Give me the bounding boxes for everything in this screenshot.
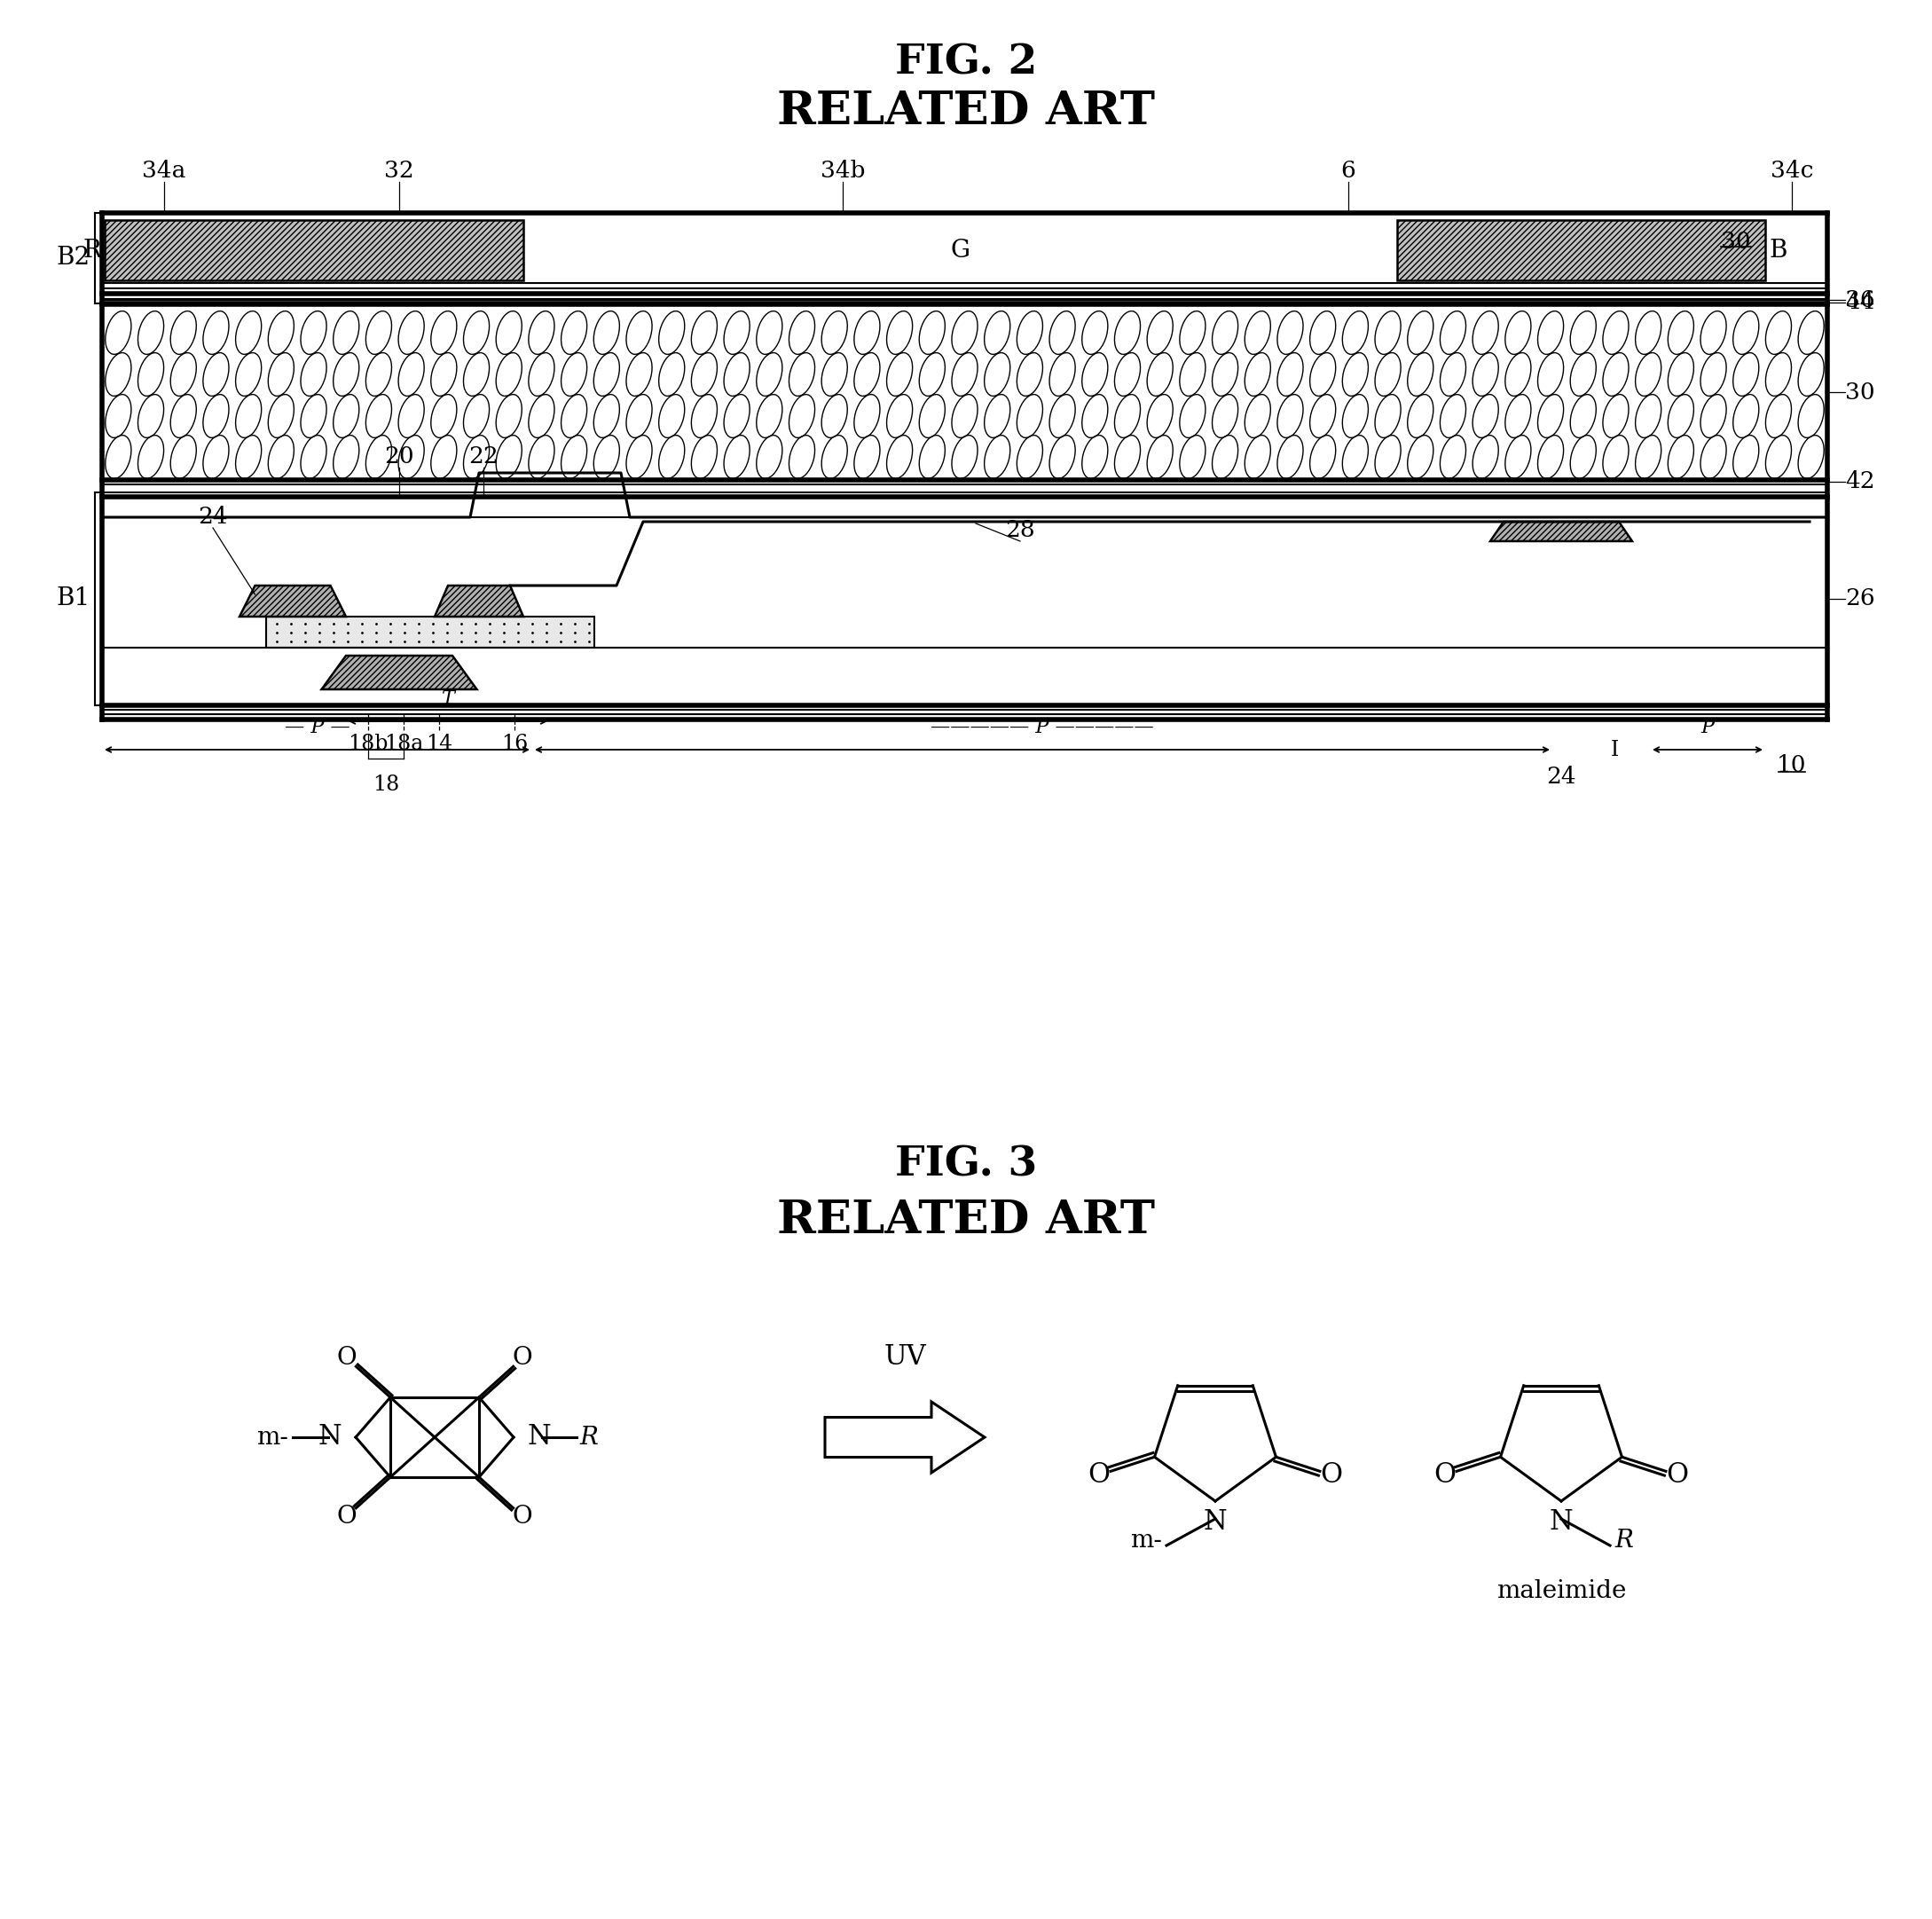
Text: O: O <box>512 1347 533 1370</box>
Text: 30: 30 <box>1721 230 1750 253</box>
Text: G: G <box>951 238 970 263</box>
Text: RELATED ART: RELATED ART <box>777 1197 1155 1244</box>
Bar <box>1397 221 1766 280</box>
Text: 10: 10 <box>1777 754 1806 777</box>
Text: 24: 24 <box>197 507 228 528</box>
Text: — P —: — P — <box>284 718 350 737</box>
Text: 34b: 34b <box>821 159 866 182</box>
Text: R: R <box>83 238 100 263</box>
Text: O: O <box>1434 1462 1457 1489</box>
Text: maleimide: maleimide <box>1495 1579 1627 1602</box>
Text: 6: 6 <box>1341 159 1356 182</box>
Text: O: O <box>336 1347 357 1370</box>
Text: 24: 24 <box>1546 766 1577 789</box>
Text: 18: 18 <box>373 775 400 794</box>
Text: 42: 42 <box>1845 470 1874 493</box>
Text: m-: m- <box>1130 1529 1161 1552</box>
Polygon shape <box>825 1401 985 1472</box>
Text: 36: 36 <box>1845 288 1874 311</box>
Text: P: P <box>1700 718 1714 737</box>
Polygon shape <box>1490 522 1633 541</box>
Text: B: B <box>1770 238 1787 263</box>
Text: O: O <box>512 1504 533 1528</box>
Text: B1: B1 <box>56 587 91 610</box>
Bar <box>1397 221 1766 280</box>
Text: R: R <box>1615 1529 1633 1552</box>
Text: 30: 30 <box>1845 382 1874 403</box>
Polygon shape <box>240 585 346 616</box>
Text: 34a: 34a <box>143 159 185 182</box>
Text: O: O <box>1321 1462 1343 1489</box>
Text: T: T <box>440 689 454 708</box>
Text: 18b: 18b <box>348 733 388 754</box>
Text: 22: 22 <box>468 445 498 468</box>
Bar <box>104 221 524 280</box>
Text: 28: 28 <box>1005 518 1036 541</box>
Polygon shape <box>321 656 477 689</box>
Text: N: N <box>527 1424 551 1451</box>
Text: 16: 16 <box>500 733 527 754</box>
Text: FIG. 2: FIG. 2 <box>895 42 1037 83</box>
Polygon shape <box>435 585 524 616</box>
Text: UV: UV <box>883 1343 925 1370</box>
Text: N: N <box>1549 1508 1573 1535</box>
Text: 26: 26 <box>1845 587 1874 610</box>
Text: R: R <box>580 1426 597 1449</box>
Text: ————— P —————: ————— P ————— <box>931 718 1153 737</box>
Text: O: O <box>1667 1462 1689 1489</box>
Text: N: N <box>317 1424 342 1451</box>
Text: m-: m- <box>257 1426 288 1449</box>
Text: 44: 44 <box>1845 292 1874 313</box>
Text: 34c: 34c <box>1770 159 1814 182</box>
Text: B2: B2 <box>56 246 91 271</box>
Bar <box>104 221 524 280</box>
Text: 18a: 18a <box>384 733 423 754</box>
Text: 20: 20 <box>384 445 413 468</box>
Text: 14: 14 <box>425 733 452 754</box>
Text: N: N <box>1204 1508 1227 1535</box>
Text: I: I <box>1611 739 1619 760</box>
Text: RELATED ART: RELATED ART <box>777 88 1155 134</box>
Text: O: O <box>1088 1462 1111 1489</box>
Text: O: O <box>336 1504 357 1528</box>
Text: 32: 32 <box>384 159 413 182</box>
Text: FIG. 3: FIG. 3 <box>895 1144 1037 1186</box>
Bar <box>267 616 595 647</box>
